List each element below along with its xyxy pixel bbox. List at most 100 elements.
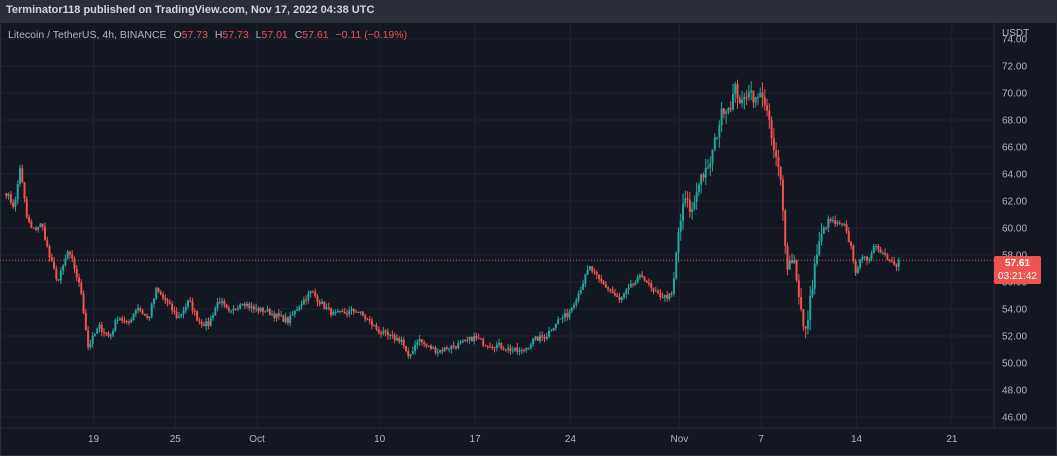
candle-body [384, 330, 387, 332]
currency-label: USDT [1002, 28, 1030, 39]
candle-body [411, 351, 414, 355]
candle-body [159, 291, 162, 295]
candle-body [182, 310, 185, 315]
candle-body [250, 306, 253, 308]
candle-body [21, 168, 24, 183]
candle-body [538, 335, 541, 341]
candle-body [579, 289, 582, 294]
candle-body [670, 293, 673, 295]
candle-body [148, 316, 151, 318]
candle-body [239, 304, 242, 309]
candle-body [643, 276, 646, 281]
candle-body [380, 332, 383, 334]
candles [5, 79, 900, 359]
candle-body [330, 308, 333, 316]
candle-body [707, 167, 710, 169]
candle-body [588, 266, 591, 270]
candle-body [661, 297, 664, 299]
candle-body [797, 280, 800, 297]
time-tick-label: 21 [946, 434, 958, 445]
candle-body [264, 311, 267, 313]
time-tick-label: 7 [758, 434, 764, 445]
candle-body [888, 259, 891, 261]
candle-body [520, 350, 523, 352]
candle-body [595, 272, 598, 275]
candle-body [498, 343, 501, 345]
high-label: H [214, 29, 223, 41]
candle-body [209, 317, 212, 326]
candle-body [495, 344, 498, 349]
candle-body [230, 310, 233, 312]
candle-body [863, 256, 866, 258]
candle-body [890, 260, 893, 262]
candle-body [91, 335, 94, 344]
candle-body [255, 308, 258, 310]
candle-body [854, 260, 857, 273]
candle-body [143, 314, 146, 316]
candle-body [298, 306, 301, 310]
candle-body [155, 287, 158, 299]
candle-body [162, 294, 165, 298]
candle-body [475, 336, 478, 339]
price-tick-label: 46.00 [1002, 413, 1027, 424]
candle-body [196, 311, 199, 321]
candle-body [448, 348, 451, 350]
candle-body [7, 194, 10, 196]
candle-body [459, 342, 462, 344]
candle-body [602, 281, 605, 285]
candle-body [718, 125, 721, 138]
time-tick-label: Oct [249, 434, 265, 445]
time-axis[interactable]: 19 25 Oct 10 17 24 Nov 7 14 21 [88, 434, 958, 445]
candle-body [688, 199, 691, 212]
candle-body [28, 216, 31, 222]
candle-body [627, 287, 630, 291]
candle-body [477, 338, 480, 340]
candle-body [64, 258, 67, 266]
candle-body [445, 347, 448, 350]
candle-body [405, 346, 408, 352]
candle-body [691, 208, 694, 212]
candle-body [545, 336, 548, 339]
candle-body [700, 174, 703, 185]
candle-body [702, 174, 705, 178]
candle-body [73, 258, 76, 269]
candle-body [464, 339, 467, 341]
candle-body [439, 349, 442, 352]
symbol-legend[interactable]: Litecoin / TetherUS, 4h, BINANCE O57.73 … [8, 29, 407, 41]
candle-body [252, 306, 255, 310]
candle-body [731, 93, 734, 110]
candle-body [677, 231, 680, 253]
candle-body [468, 336, 471, 340]
candle-body [470, 336, 473, 342]
candle-body [78, 277, 81, 283]
candle-body [865, 256, 868, 261]
price-tick-label: 50.00 [1002, 359, 1027, 370]
candle-body [316, 295, 319, 302]
candle-body [529, 344, 532, 348]
candle-body [534, 336, 537, 339]
candle-body [377, 329, 380, 333]
candle-body [593, 271, 596, 273]
candle-body [343, 311, 346, 314]
candle-body [536, 336, 539, 341]
candle-body [879, 249, 882, 253]
candle-body [747, 92, 750, 98]
price-axis[interactable]: 46.0048.0050.0052.0054.0056.0058.0060.00… [1002, 35, 1027, 424]
candle-body [9, 194, 12, 203]
symbol-name[interactable]: Litecoin / TetherUS, 4h, BINANCE [8, 29, 167, 41]
candle-body [852, 245, 855, 261]
candle-body [146, 315, 149, 318]
candle-body [48, 246, 51, 258]
candle-body [591, 266, 594, 272]
candle-body [364, 315, 367, 319]
close-label: C [294, 29, 303, 41]
candle-body [46, 240, 49, 247]
time-tick-label: 25 [170, 434, 182, 445]
candle-body [193, 310, 196, 312]
price-tick-label: 68.00 [1002, 116, 1027, 127]
candle-body [339, 310, 342, 312]
candle-body [727, 108, 730, 112]
candle-body [695, 192, 698, 202]
candle-body [345, 313, 348, 315]
